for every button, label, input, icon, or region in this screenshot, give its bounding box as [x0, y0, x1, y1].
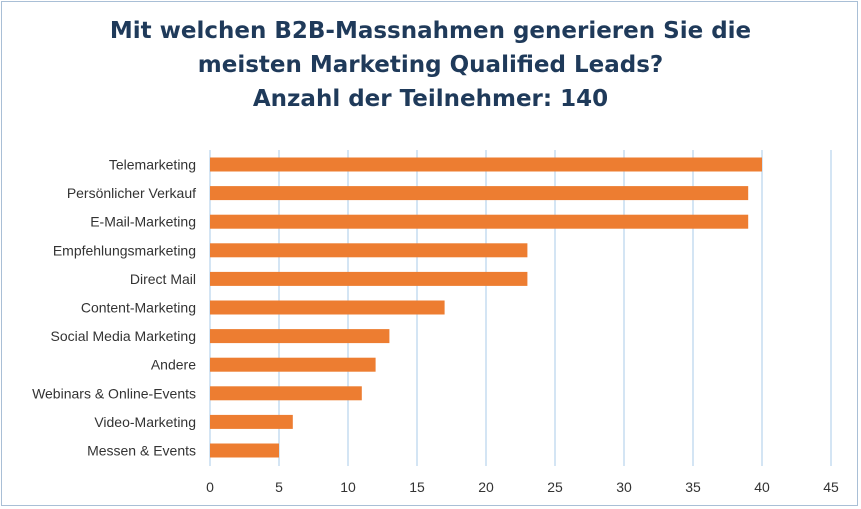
bar [210, 443, 279, 458]
chart-title: Mit welchen B2B-Massnahmen generieren Si… [0, 14, 861, 116]
bar [210, 386, 362, 401]
category-label: Content-Marketing [81, 300, 196, 316]
category-label: Persönlicher Verkauf [67, 185, 196, 201]
chart-title-line-1: Mit welchen B2B-Massnahmen generieren Si… [109, 18, 752, 44]
x-tick-label: 25 [547, 479, 563, 495]
bars [210, 157, 762, 458]
x-tick-labels: 0 5 10 15 20 25 30 35 40 45 [206, 479, 839, 495]
bar [210, 329, 390, 344]
x-tick-label: 40 [754, 479, 770, 495]
bar [210, 357, 376, 372]
bar [210, 157, 762, 172]
category-label: Andere [151, 357, 196, 373]
bar [210, 243, 528, 258]
bar [210, 271, 528, 286]
x-tick-label: 15 [409, 479, 425, 495]
category-label: Webinars & Online-Events [32, 385, 196, 401]
chart-title-line-2: meisten Marketing Qualified Leads? [197, 52, 664, 78]
bar [210, 414, 293, 429]
category-label: Social Media Marketing [50, 328, 196, 344]
category-label: Messen & Events [87, 443, 196, 459]
category-label: Video-Marketing [94, 414, 196, 430]
category-label: Telemarketing [109, 157, 196, 173]
category-label: Empfehlungsmarketing [53, 242, 196, 258]
category-labels: Telemarketing Persönlicher Verkauf E-Mail-… [32, 157, 196, 459]
x-tick-label: 0 [206, 479, 214, 495]
bar [210, 186, 749, 201]
bar [210, 300, 445, 315]
bar [210, 214, 749, 229]
category-label: Direct Mail [130, 271, 196, 287]
chart-title-line-3: Anzahl der Teilnehmer: 140 [252, 86, 609, 112]
x-tick-label: 45 [823, 479, 839, 495]
x-tick-label: 10 [340, 479, 356, 495]
x-tick-label: 5 [275, 479, 283, 495]
x-tick-label: 20 [478, 479, 494, 495]
category-label: E-Mail-Marketing [90, 214, 196, 230]
x-tick-label: 35 [685, 479, 701, 495]
x-tick-label: 30 [616, 479, 632, 495]
